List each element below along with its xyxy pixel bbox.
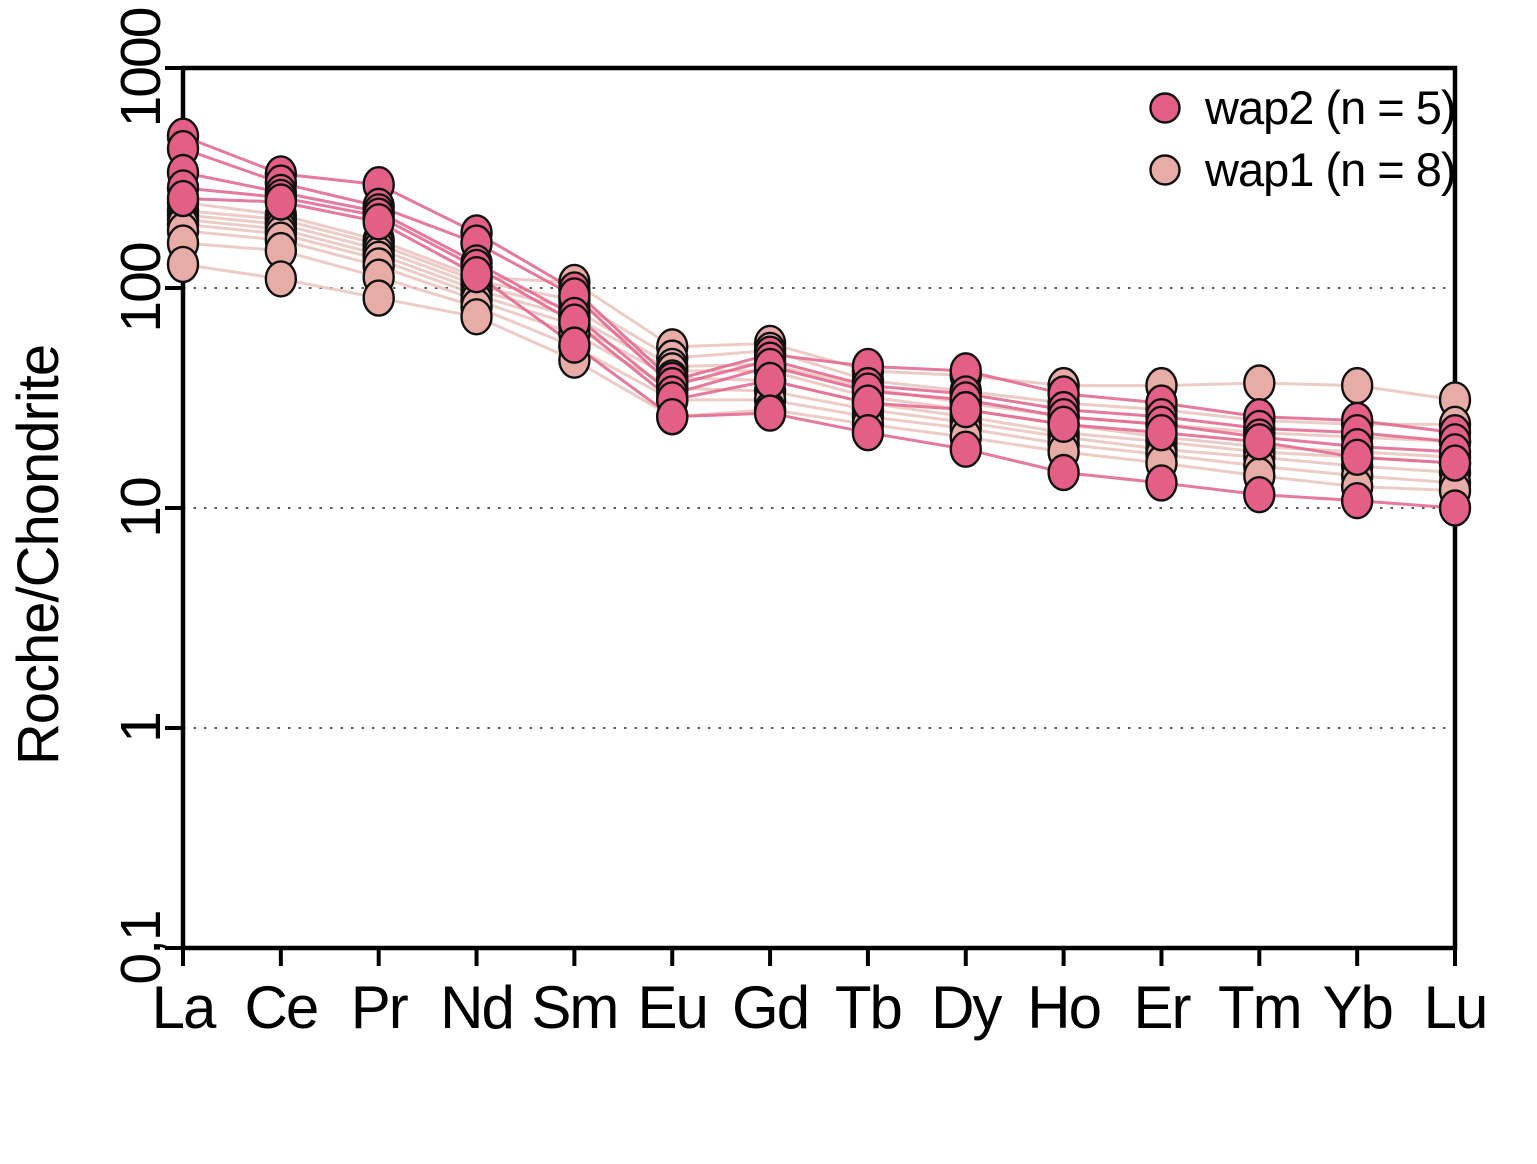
y-tick-label: 100 — [109, 243, 173, 332]
x-tick-label: Yb — [1322, 974, 1391, 1041]
axis-ticks — [165, 66, 1457, 966]
x-tick-label: Pr — [351, 974, 408, 1041]
data-point-wap1 — [362, 279, 395, 317]
x-tick-label: Ce — [244, 974, 317, 1041]
data-point-wap2 — [1438, 444, 1472, 482]
x-tick-label: Lu — [1424, 974, 1487, 1041]
x-tick-label: Tm — [1218, 974, 1301, 1041]
data-point-wap2 — [656, 398, 689, 436]
data-point-wap2 — [949, 390, 982, 429]
series-points — [166, 117, 1472, 527]
gridlines — [183, 287, 1455, 729]
legend-marker-wap1 — [1149, 154, 1181, 186]
x-tick-label: Dy — [931, 974, 1002, 1041]
data-point-wap2 — [949, 430, 982, 468]
legend-marker-wap2 — [1149, 92, 1181, 124]
data-point-wap1 — [264, 260, 298, 298]
data-point-wap1 — [166, 245, 200, 284]
data-point-wap2 — [851, 413, 885, 452]
data-point-wap2 — [1340, 438, 1374, 477]
data-point-wap2 — [362, 203, 395, 241]
series-line-wap1 — [182, 262, 1456, 493]
series-line-wap2 — [182, 197, 1456, 510]
data-point-wap2 — [166, 179, 200, 218]
data-point-wap2 — [1243, 475, 1276, 514]
data-point-wap2 — [1340, 481, 1374, 520]
series-line-wap1 — [182, 200, 1456, 402]
y-tick-labels: 1000 100 10 1 0,1 — [109, 8, 173, 984]
y-axis-title: Roche/Chondrite — [6, 345, 71, 765]
data-point-wap2 — [1145, 464, 1178, 502]
series-lines — [182, 134, 1456, 510]
legend-label-wap1: wap1 (n = 8) — [1204, 143, 1456, 196]
series-line-wap1 — [182, 229, 1456, 474]
x-tick-label: Eu — [638, 974, 707, 1041]
data-point-wap2 — [753, 361, 787, 400]
data-point-wap1 — [1243, 364, 1276, 402]
x-tick-label: Er — [1133, 974, 1190, 1041]
data-point-wap2 — [1243, 423, 1276, 461]
data-point-wap2 — [264, 183, 298, 221]
series-line-wap2 — [182, 147, 1456, 444]
data-point-wap1 — [460, 298, 493, 336]
x-tick-labels: La Ce Pr Nd Sm Eu Gd Tb Dy Ho Er Tm Yb Lu — [152, 974, 1489, 1041]
x-tick-label: Nd — [440, 974, 513, 1041]
series-line-wap2 — [182, 186, 1456, 465]
legend-label-wap2: wap2 (n = 5) — [1204, 81, 1456, 134]
series-line-wap2 — [182, 171, 1456, 454]
legend: wap2 (n = 5) wap1 (n = 8) — [1149, 81, 1457, 196]
series-line-wap2 — [182, 134, 1456, 435]
x-tick-label: Gd — [732, 974, 808, 1041]
y-tick-label: 10 — [109, 478, 173, 538]
data-point-wap2 — [460, 255, 493, 294]
series-line-wap1 — [182, 241, 1456, 485]
y-tick-label: 1000 — [109, 8, 173, 127]
y-tick-label: 1 — [109, 713, 173, 743]
series-line-wap1 — [182, 209, 1455, 426]
data-point-wap2 — [1047, 453, 1080, 492]
data-point-wap1 — [1340, 366, 1374, 405]
data-point-wap2 — [1438, 489, 1472, 527]
y-tick-label: 0,1 — [109, 911, 173, 984]
data-point-wap2 — [753, 394, 787, 432]
series-line-wap1 — [182, 213, 1456, 444]
x-tick-label: Tb — [835, 974, 901, 1041]
x-tick-label: La — [152, 974, 217, 1041]
data-point-wap2 — [1047, 405, 1080, 444]
series-line-wap1 — [182, 217, 1456, 459]
data-point-wap2 — [1145, 413, 1178, 452]
x-tick-label: Sm — [531, 974, 617, 1041]
data-point-wap2 — [558, 326, 591, 364]
x-tick-label: Ho — [1027, 974, 1100, 1041]
